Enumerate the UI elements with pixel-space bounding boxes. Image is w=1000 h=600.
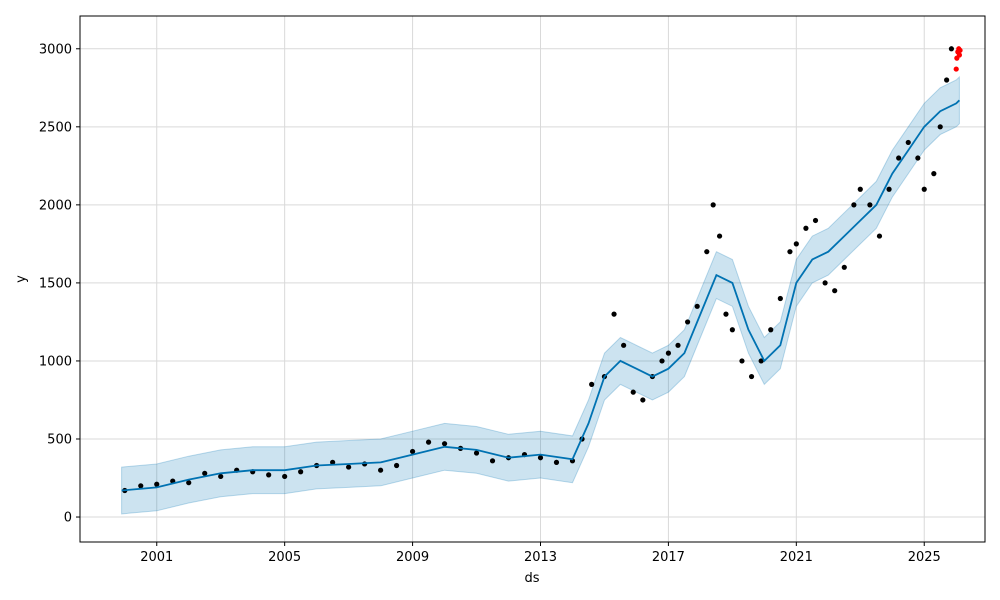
observed-point: [748, 373, 755, 380]
observed-point: [948, 46, 955, 52]
observed-points: [122, 46, 955, 494]
observed-point: [876, 233, 883, 239]
observed-point: [138, 483, 144, 489]
observed-point: [896, 155, 902, 161]
observed-point: [832, 288, 838, 294]
forecast-line-group: [121, 99, 961, 492]
observed-point: [803, 225, 809, 231]
observed-point: [640, 397, 646, 403]
y-tick-label: 3000: [39, 42, 72, 57]
observed-point: [723, 311, 729, 317]
x-tick-label: 2009: [396, 550, 429, 565]
observed-point: [330, 459, 336, 465]
observed-point: [931, 171, 937, 177]
x-axis-label: ds: [524, 571, 539, 586]
observed-point: [739, 358, 745, 364]
x-axis-ticks: 2001 2005 2009 2013 2017 2021 2025: [140, 542, 941, 565]
observed-point: [787, 249, 793, 255]
observed-point: [425, 439, 432, 445]
observed-point: [729, 327, 735, 333]
plot-area: [79, 15, 986, 543]
observed-point: [186, 480, 192, 486]
observed-point: [621, 342, 627, 348]
observed-point: [704, 249, 710, 255]
observed-point: [393, 462, 400, 469]
observed-point: [537, 455, 544, 461]
x-tick-label: 2005: [268, 550, 301, 565]
y-tick-label: 2000: [39, 198, 72, 213]
x-tick-label: 2025: [908, 550, 941, 565]
observed-point: [611, 311, 617, 317]
observed-point: [886, 186, 892, 192]
observed-point: [812, 217, 819, 224]
y-tick-label: 1500: [39, 276, 72, 291]
observed-point: [489, 458, 496, 464]
x-tick-label: 2021: [780, 550, 813, 565]
observed-point: [589, 381, 595, 387]
observed-point: [867, 202, 873, 208]
observed-point: [298, 469, 304, 475]
observed-point: [944, 77, 950, 83]
observed-point: [282, 473, 288, 480]
x-tick-label: 2013: [524, 550, 557, 565]
y-axis-ticks: 0 500 1000 1500 2000 2500 3000: [39, 42, 80, 526]
observed-point: [218, 473, 224, 480]
observed-point: [937, 124, 943, 130]
y-tick-label: 0: [64, 511, 72, 526]
uncertainty-interval: [121, 75, 960, 515]
observed-point: [758, 358, 764, 364]
observed-point: [409, 448, 416, 455]
observed-point: [346, 464, 352, 470]
observed-point: [266, 472, 272, 478]
observed-point: [777, 295, 783, 302]
uncertainty-band: [121, 75, 960, 515]
grid: [80, 16, 985, 542]
x-tick-label: 2017: [652, 550, 685, 565]
observed-point: [675, 342, 681, 348]
observed-point: [694, 303, 700, 309]
observed-point: [915, 155, 921, 161]
y-axis-label: y: [14, 275, 29, 283]
holdout-point: [956, 52, 963, 58]
holdout-point: [953, 66, 959, 72]
observed-point: [841, 264, 847, 270]
observed-point: [716, 233, 723, 239]
observed-point: [154, 481, 160, 487]
observed-point: [905, 139, 911, 146]
holdout-point: [957, 47, 963, 53]
observed-point: [921, 186, 927, 192]
observed-point: [441, 441, 448, 447]
observed-point: [793, 241, 799, 247]
observed-point: [659, 358, 665, 364]
observed-point: [630, 389, 636, 395]
x-tick-label: 2001: [140, 550, 173, 565]
observed-point: [857, 186, 863, 192]
observed-point: [710, 202, 716, 208]
observed-point: [768, 327, 774, 333]
y-tick-label: 1000: [39, 354, 72, 369]
observed-point: [473, 450, 480, 456]
observed-point: [665, 350, 672, 356]
observed-point: [684, 319, 691, 325]
y-tick-label: 500: [47, 432, 72, 447]
observed-point: [851, 202, 857, 208]
observed-point: [553, 459, 560, 465]
observed-point: [378, 467, 384, 473]
observed-point: [822, 280, 828, 286]
observed-point: [202, 470, 208, 476]
holdout-points: [953, 46, 963, 72]
y-tick-label: 2500: [39, 120, 72, 135]
forecast-line: [121, 99, 961, 492]
